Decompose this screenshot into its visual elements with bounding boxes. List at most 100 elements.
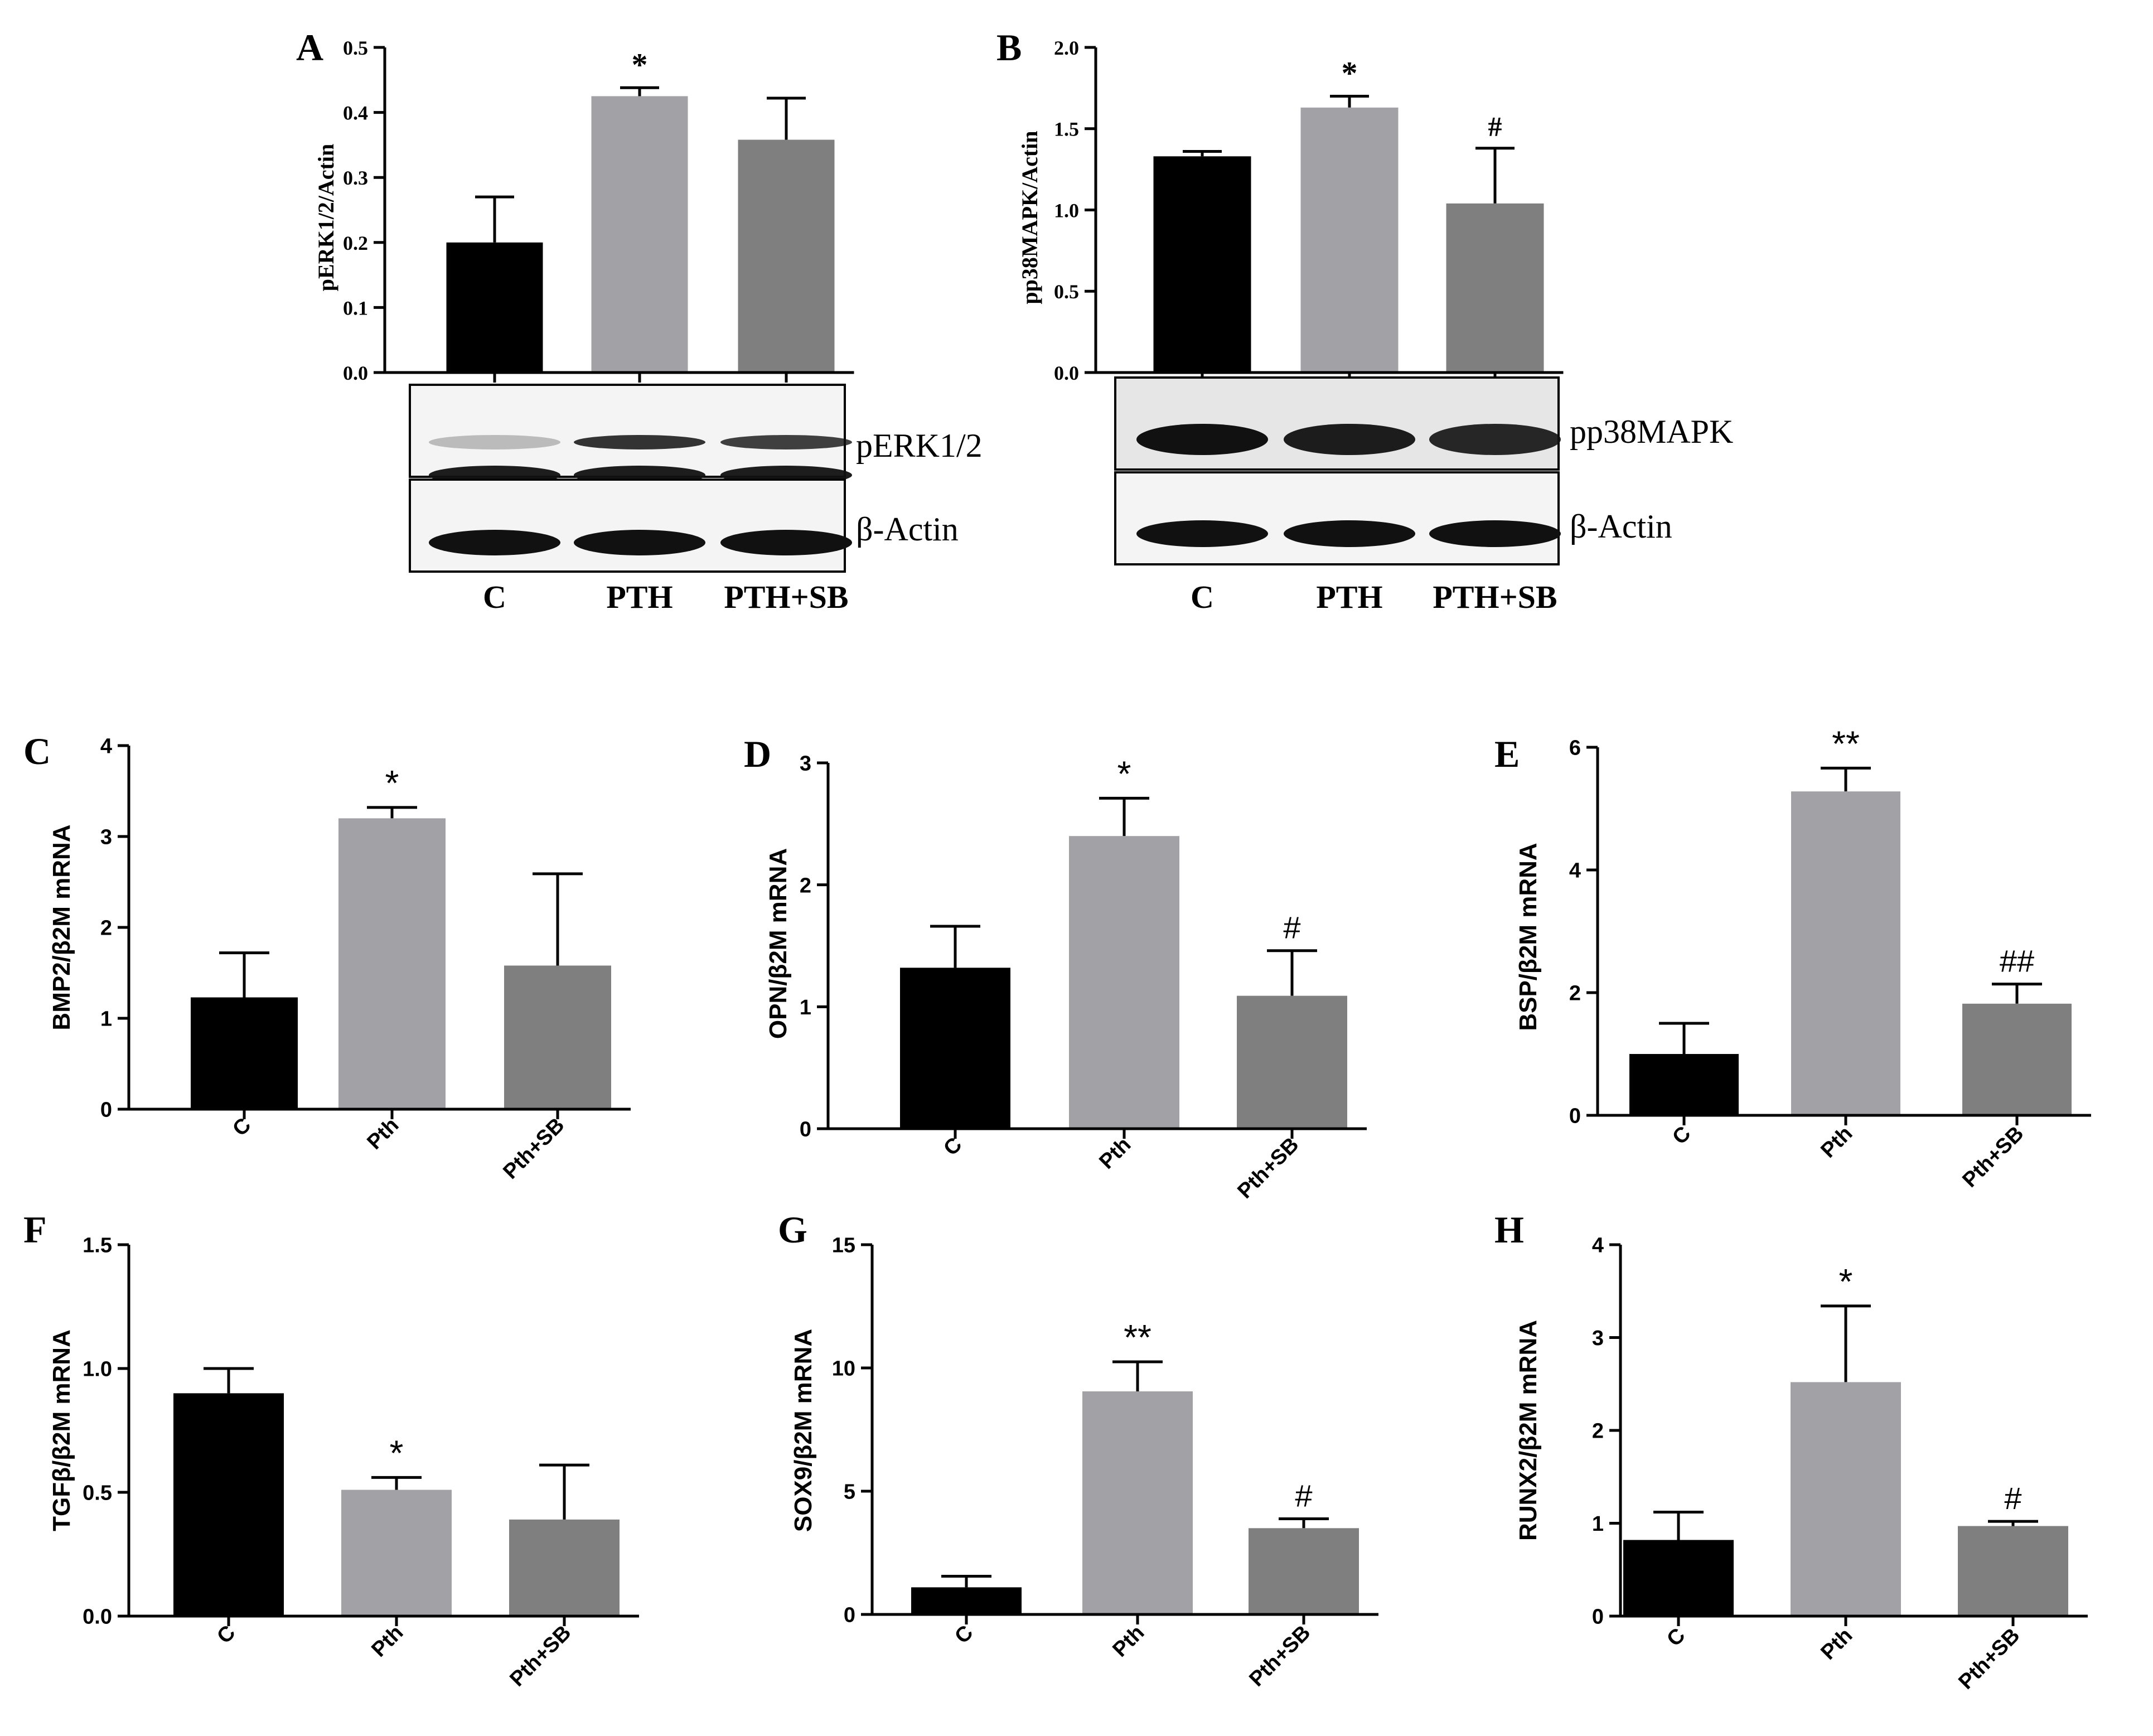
panel-letter: E bbox=[1494, 733, 1520, 775]
blot-band bbox=[1429, 424, 1561, 455]
significance-label: * bbox=[385, 763, 399, 803]
y-tick-label: 0.2 bbox=[343, 232, 368, 254]
western-blot: pERK1/2 β-Actin C PTH PTH+SB bbox=[409, 384, 983, 615]
panel-letter: C bbox=[23, 730, 51, 772]
panel-f: F TGFβ/β2M mRNA * 0.0 0.5 1.0 1.5 C Pth Pth+SB bbox=[23, 1208, 639, 1691]
panel-c: C BMP2/β2M mRNA * 0 1 2 3 4 C Pth Pth+SB bbox=[23, 730, 631, 1184]
bar-c bbox=[446, 242, 543, 373]
bar-c bbox=[1629, 1054, 1739, 1115]
panel-letter: B bbox=[996, 26, 1022, 69]
blot-lane-label: PTH+SB bbox=[724, 579, 848, 615]
significance-label: * bbox=[632, 46, 648, 83]
blot-band bbox=[1284, 520, 1415, 547]
significance-label: * bbox=[1839, 1261, 1853, 1302]
blot-band bbox=[574, 530, 705, 555]
y-tick-label: 2 bbox=[100, 917, 112, 940]
y-axis-label: SOX9/β2M mRNA bbox=[790, 1329, 817, 1532]
y-tick-label: 2 bbox=[1569, 982, 1581, 1005]
x-tick-label: C bbox=[939, 1133, 966, 1160]
y-tick-label: 1.0 bbox=[83, 1358, 112, 1381]
panel-letter: G bbox=[778, 1208, 807, 1251]
y-tick-label: 3 bbox=[800, 752, 811, 776]
blot-band bbox=[429, 530, 560, 555]
blot-lane-label: C bbox=[483, 579, 506, 615]
bar-pth bbox=[591, 96, 688, 373]
y-axis-label: BSP/β2M mRNA bbox=[1515, 843, 1542, 1031]
blot-band bbox=[1136, 424, 1268, 455]
x-tick-label: Pth bbox=[1816, 1624, 1857, 1665]
y-tick-label: 3 bbox=[100, 826, 112, 849]
x-tick-label: Pth bbox=[1095, 1133, 1135, 1174]
y-tick-label: 0.5 bbox=[343, 37, 368, 59]
y-tick-label: 0 bbox=[100, 1099, 112, 1122]
x-tick-label: Pth+SB bbox=[1245, 1621, 1315, 1691]
y-axis-label: BMP2/β2M mRNA bbox=[48, 824, 75, 1030]
y-tick-label: 0 bbox=[800, 1118, 811, 1142]
bar-pth bbox=[1791, 791, 1900, 1115]
y-tick-label: 0 bbox=[1569, 1105, 1581, 1128]
y-axis-label: pp38MAPK/Actin bbox=[1017, 130, 1042, 304]
significance-label: ** bbox=[1124, 1317, 1152, 1357]
significance-label: # bbox=[1488, 111, 1502, 142]
y-tick-label: 4 bbox=[100, 735, 112, 758]
y-tick-label: 1.0 bbox=[1054, 199, 1079, 221]
panel-e: E BSP/β2M mRNA ** ## 0 2 4 6 C Pth Pth+SB bbox=[1494, 723, 2091, 1192]
panel-letter: H bbox=[1494, 1208, 1524, 1251]
bar-pth-sb bbox=[509, 1519, 620, 1616]
bar-pth-sb bbox=[1237, 995, 1347, 1129]
bar-c bbox=[191, 997, 298, 1109]
bar-pth-sb bbox=[1446, 203, 1544, 373]
significance-label: ## bbox=[2000, 944, 2034, 979]
blot-band bbox=[720, 435, 852, 449]
blot-band-label: β-Actin bbox=[856, 511, 959, 548]
blot-lane-label: PTH bbox=[606, 579, 672, 615]
significance-label: * bbox=[390, 1433, 404, 1473]
blot-strip bbox=[409, 478, 846, 573]
bar-c bbox=[173, 1393, 284, 1616]
y-tick-label: 4 bbox=[1592, 1234, 1604, 1258]
western-blot: pp38MAPK β-Actin C PTH PTH+SB bbox=[1114, 376, 1733, 615]
x-tick-label: Pth+SB bbox=[1958, 1122, 2028, 1192]
significance-label: * bbox=[1342, 55, 1358, 91]
y-tick-label: 0.0 bbox=[83, 1606, 112, 1629]
panel-g: G SOX9/β2M mRNA ** #0 5 10 15 C Pth Pth+SB bbox=[778, 1208, 1378, 1691]
bar-c bbox=[1623, 1540, 1734, 1616]
blot-lane-label: C bbox=[1191, 579, 1214, 615]
y-tick-label: 0.3 bbox=[343, 167, 368, 189]
y-tick-label: 15 bbox=[832, 1234, 855, 1258]
bar-pth-sb bbox=[1249, 1528, 1359, 1614]
y-tick-label: 1 bbox=[800, 996, 811, 1019]
bar-pth bbox=[1069, 836, 1179, 1129]
blot-strip bbox=[1114, 471, 1560, 565]
y-tick-label: 5 bbox=[844, 1481, 855, 1504]
x-tick-label: Pth bbox=[1108, 1621, 1149, 1662]
y-tick-label: 3 bbox=[1592, 1327, 1604, 1350]
bar-pth bbox=[1791, 1382, 1901, 1616]
bar-pth-sb bbox=[1958, 1526, 2068, 1616]
bar-pth bbox=[1082, 1391, 1193, 1614]
y-tick-label: 0.5 bbox=[1054, 281, 1079, 303]
blot-lane-label: PTH+SB bbox=[1433, 579, 1557, 615]
y-tick-label: 0.4 bbox=[343, 102, 368, 124]
bar-c bbox=[1153, 156, 1251, 373]
x-tick-label: C bbox=[1668, 1122, 1695, 1149]
panel-letter: D bbox=[744, 733, 771, 775]
blot-strip bbox=[409, 384, 846, 478]
x-tick-label: Pth+SB bbox=[1954, 1624, 2024, 1694]
y-tick-label: 1 bbox=[100, 1008, 112, 1031]
y-tick-label: 1 bbox=[1592, 1512, 1604, 1536]
y-tick-label: 2 bbox=[1592, 1420, 1604, 1443]
significance-label: # bbox=[1283, 910, 1300, 945]
y-tick-label: 0 bbox=[844, 1604, 855, 1627]
bar-pth bbox=[338, 818, 446, 1109]
y-tick-label: 0 bbox=[1592, 1606, 1604, 1629]
x-tick-label: Pth bbox=[362, 1114, 403, 1154]
y-tick-label: 2.0 bbox=[1054, 37, 1079, 59]
blot-band-label: pERK1/2 bbox=[856, 427, 983, 464]
bar-pth-sb bbox=[504, 965, 611, 1109]
panel-letter: A bbox=[296, 26, 323, 69]
x-tick-label: Pth bbox=[367, 1621, 408, 1662]
y-axis-label: TGFβ/β2M mRNA bbox=[48, 1329, 75, 1531]
